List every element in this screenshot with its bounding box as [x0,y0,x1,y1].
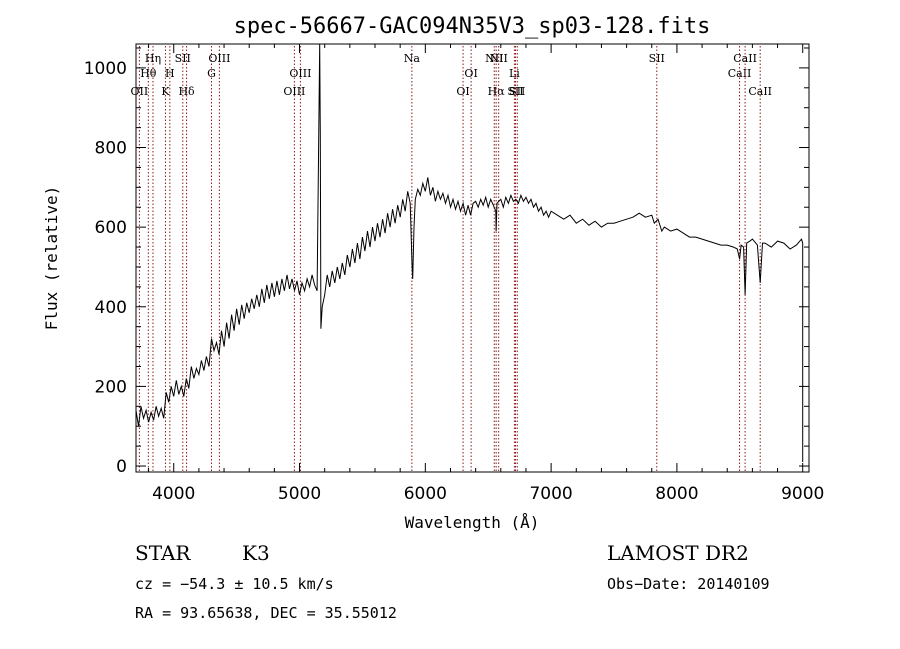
x-axis-label: Wavelength (Å) [405,513,540,532]
spectral-line-label: OIII [208,52,230,65]
ra-dec: RA = 93.65638, DEC = 35.55012 [135,604,397,622]
spectral-line-label: Hδ [178,85,195,98]
x-tick-label: 7000 [529,484,572,504]
spectral-line-label: NII [490,52,508,65]
spectral-line-label: CaII [728,67,752,80]
x-tick-label: 6000 [404,484,447,504]
x-tick-label: 4000 [152,484,195,504]
plot-frame [135,43,810,473]
y-tick-label: 600 [95,218,127,238]
spectral-line-label: SII [507,85,523,98]
y-tick-label: 1000 [84,59,127,79]
x-tick-label: 5000 [278,484,321,504]
spectral-line-label: OII [131,85,149,98]
y-tick-label: 400 [95,298,127,318]
y-axis-ticks: 0 200 400 600 800 1000 [84,47,809,477]
survey-release: LAMOST DR2 [607,541,749,565]
redshift-cz: cz = −54.3 ± 10.5 km/s [135,575,334,593]
spectral-line-label: CaII [733,52,757,65]
spectral-line-label: SII [175,52,191,65]
spectral-line-label: Hα [488,85,506,98]
spectral-line-label: Na [404,52,421,65]
spectral-line-label: NII [485,52,503,65]
spectral-line-label: OIII [289,67,311,80]
x-tick-label: 9000 [781,484,824,504]
spectral-line-label: K [161,85,170,98]
y-axis-label: Flux (relative) [42,186,61,331]
spectral-line-label: OI [464,67,477,80]
spectral-line-label: Li [509,67,520,80]
spectrum-series-line [135,43,804,462]
spectral-line-label: H [165,67,175,80]
spectral-line-label: SII [649,52,665,65]
object-subclass: K3 [242,541,270,565]
y-tick-label: 200 [95,377,127,397]
spectral-line-label: Hθ [140,67,157,80]
spectral-line-label: SII [509,85,525,98]
observation-date: Obs−Date: 20140109 [607,575,770,593]
spectral-line-markers: OIIHθHηKHSIIHδGOIIIOIIIOIIINaOIOINIIHαNI… [131,46,772,472]
spectral-line-label: OI [456,85,469,98]
spectral-line-label: CaII [748,85,772,98]
y-tick-label: 0 [116,457,127,477]
chart-title: spec-56667-GAC094N35V3_sp03-128.fits [234,14,711,39]
x-axis-ticks: 4000 5000 6000 7000 8000 9000 [148,44,824,504]
spectral-line-label: G [207,67,216,80]
y-tick-label: 800 [95,139,127,159]
x-tick-label: 8000 [655,484,698,504]
spectral-line-label: OIII [283,85,305,98]
spectral-line-label: Hη [145,52,161,65]
object-class: STAR [135,541,191,565]
